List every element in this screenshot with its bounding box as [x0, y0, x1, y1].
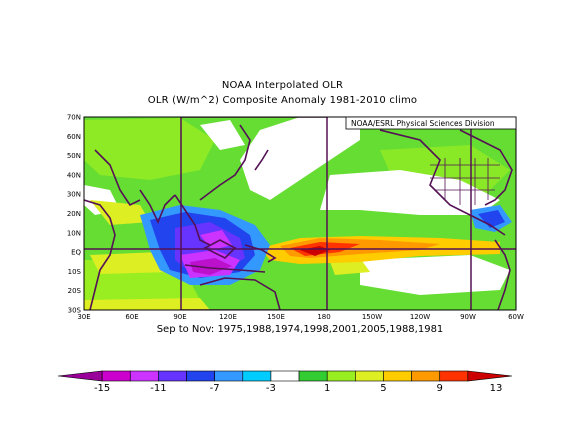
- lon-label: 60W: [508, 313, 524, 321]
- lon-label: 180: [317, 313, 330, 321]
- map-field: [84, 117, 516, 310]
- region-boxes: [84, 117, 516, 310]
- colorbar-swatch: [383, 370, 412, 382]
- colorbar-label: -15: [93, 383, 111, 394]
- colorbar-swatch: [326, 370, 356, 382]
- colorbar-swatch: [467, 370, 513, 382]
- colorbar-swatch: [129, 370, 159, 382]
- season-caption: Sep to Nov: 1975,1988,1974,1998,2001,200…: [156, 324, 444, 335]
- longitude-labels: 30E 60E 90E 120E 150E 180 150W 120W 90W 60W: [77, 313, 524, 321]
- lat-label: 70N: [67, 114, 81, 122]
- colorbar: [57, 370, 513, 382]
- chart-subtitle: OLR (W/m^2) Composite Anomaly 1981-2010 …: [147, 95, 418, 106]
- lat-label: 60N: [67, 133, 81, 141]
- lat-label: 40N: [67, 171, 81, 179]
- latitude-labels: 70N 60N 50N 40N 30N 20N 10N EQ 10S 20S 30S: [67, 114, 82, 315]
- colorbar-swatch: [214, 370, 244, 382]
- us-state-borders: [430, 158, 500, 205]
- map-frame: [83, 116, 517, 311]
- colorbar-swatch: [186, 370, 215, 382]
- colorbar-swatch: [355, 370, 384, 382]
- lat-label: 20S: [68, 287, 82, 295]
- colorbar-swatch: [158, 370, 187, 382]
- colorbar-label: -11: [150, 383, 167, 394]
- credit-box: [345, 116, 517, 130]
- colorbar-label: 1: [324, 383, 331, 394]
- colorbar-swatch: [242, 370, 272, 382]
- credit-text: NOAA/ESRL Physical Sciences Division: [351, 119, 495, 128]
- lat-label: 20N: [67, 210, 81, 218]
- colorbar-swatch: [298, 370, 328, 382]
- lat-label: 50N: [67, 152, 81, 160]
- colorbar-swatch: [439, 370, 469, 382]
- coastlines: [84, 124, 513, 310]
- colorbar-swatch: [270, 370, 300, 382]
- lat-label: EQ: [71, 249, 81, 257]
- colorbar-label: 5: [380, 383, 387, 394]
- lon-label: 90W: [460, 313, 476, 321]
- lon-label: 150E: [267, 313, 285, 321]
- colorbar-label: 9: [436, 383, 443, 394]
- lon-label: 90E: [173, 313, 186, 321]
- lon-label: 30E: [77, 313, 90, 321]
- colorbar-label: -7: [209, 383, 220, 394]
- lon-label: 60E: [125, 313, 138, 321]
- lat-label: 10S: [68, 268, 82, 276]
- colorbar-swatch: [57, 370, 103, 382]
- lat-label: 30S: [68, 307, 82, 315]
- colorbar-label: -3: [265, 383, 276, 394]
- lat-label: 10N: [67, 229, 81, 237]
- lon-label: 150W: [362, 313, 382, 321]
- colorbar-swatch: [411, 370, 441, 382]
- lat-label: 30N: [67, 191, 81, 199]
- chart-title: NOAA Interpolated OLR: [221, 80, 344, 91]
- colorbar-label: 13: [489, 383, 503, 394]
- lon-label: 120E: [219, 313, 237, 321]
- lon-label: 120W: [410, 313, 430, 321]
- colorbar-swatch: [101, 370, 131, 382]
